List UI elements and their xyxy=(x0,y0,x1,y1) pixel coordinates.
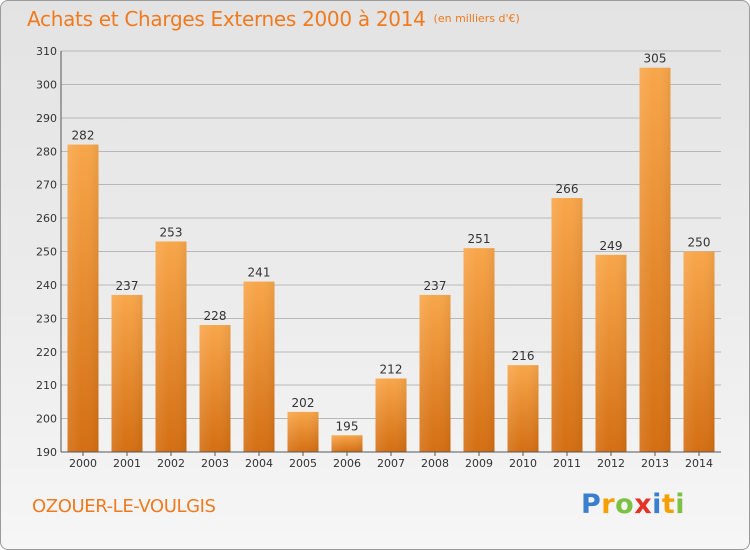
logo-letter: P xyxy=(581,489,602,520)
y-tick-label: 300 xyxy=(36,78,57,91)
bar-shine xyxy=(199,325,231,452)
value-label: 241 xyxy=(248,266,271,280)
y-tick-label: 260 xyxy=(36,212,57,225)
proxiti-logo: Proxiti xyxy=(581,489,685,520)
y-tick-label: 220 xyxy=(36,346,57,359)
x-tick-label: 2000 xyxy=(69,457,97,470)
x-tick-label: 2001 xyxy=(113,457,141,470)
y-tick-label: 270 xyxy=(36,179,57,192)
y-tick-label: 280 xyxy=(36,145,57,158)
y-tick-label: 200 xyxy=(36,413,57,426)
value-label: 251 xyxy=(468,232,491,246)
bar-shine xyxy=(111,294,143,452)
chart-title: Achats et Charges Externes 2000 à 2014 (e… xyxy=(27,7,520,31)
y-tick-label: 210 xyxy=(36,379,57,392)
value-labels: 282 237 253 228 241 202 195 212 237 251 216 266 249 3… xyxy=(72,52,711,434)
bar-shine xyxy=(331,435,363,452)
bar-shine xyxy=(551,198,583,452)
value-label: 237 xyxy=(116,279,139,293)
bars xyxy=(67,67,715,453)
x-tick-label: 2004 xyxy=(245,457,273,470)
value-label: 216 xyxy=(512,349,535,363)
bar-shine xyxy=(639,67,671,452)
y-tick-label: 310 xyxy=(36,45,57,58)
x-tick-label: 2006 xyxy=(333,457,361,470)
value-label: 202 xyxy=(292,396,315,410)
y-tick-label: 240 xyxy=(36,279,57,292)
logo-letter: i xyxy=(652,489,662,520)
x-tick-label: 2009 xyxy=(465,457,493,470)
x-tick-label: 2012 xyxy=(597,457,625,470)
x-tick-label: 2007 xyxy=(377,457,405,470)
x-tick-label: 2013 xyxy=(641,457,669,470)
value-label: 282 xyxy=(72,129,95,143)
value-label: 250 xyxy=(688,236,711,250)
x-tick-label: 2014 xyxy=(685,457,713,470)
logo-letter: o xyxy=(615,489,635,520)
bar-shine xyxy=(507,365,539,452)
y-tick-label: 230 xyxy=(36,312,57,325)
x-tick-label: 2008 xyxy=(421,457,449,470)
chart-title-text: Achats et Charges Externes 2000 à 2014 xyxy=(27,7,426,31)
x-tick-label: 2011 xyxy=(553,457,581,470)
y-tick-label: 290 xyxy=(36,112,57,125)
chart-unit: (en milliers d'€) xyxy=(433,12,520,25)
bar-shine xyxy=(463,248,495,452)
x-tick-label: 2010 xyxy=(509,457,537,470)
bar-shine xyxy=(419,294,451,452)
value-label: 249 xyxy=(600,239,623,253)
value-label: 237 xyxy=(424,279,447,293)
axes: 190 200 210 220 230 240 250 260 270 280 290 300 310 2… xyxy=(36,45,721,470)
x-tick-label: 2005 xyxy=(289,457,317,470)
value-label: 305 xyxy=(644,52,667,66)
x-tick-label: 2002 xyxy=(157,457,185,470)
logo-letter: i xyxy=(675,489,686,520)
logo-letter: x xyxy=(634,489,653,520)
value-label: 195 xyxy=(336,419,359,433)
bar-shine xyxy=(67,144,99,453)
bar-shine xyxy=(595,254,627,452)
bar-shine xyxy=(155,241,187,452)
value-label: 266 xyxy=(556,182,579,196)
value-label: 253 xyxy=(160,225,183,239)
value-label: 212 xyxy=(380,362,403,376)
logo-letter: r xyxy=(601,489,616,520)
y-tick-label: 190 xyxy=(36,446,57,459)
city-name: OZOUER-LE-VOULGIS xyxy=(32,496,216,517)
x-tick-label: 2003 xyxy=(201,457,229,470)
logo-letter: t xyxy=(661,489,676,520)
value-label: 228 xyxy=(204,309,227,323)
bar-shine xyxy=(243,281,275,452)
bar-shine xyxy=(287,411,319,452)
bar-shine xyxy=(375,378,407,452)
y-tick-label: 250 xyxy=(36,246,57,259)
bar-shine xyxy=(683,251,715,452)
